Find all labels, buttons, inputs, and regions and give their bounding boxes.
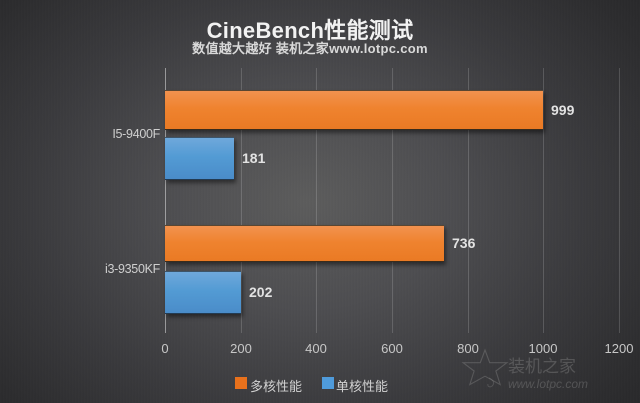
svg-text:www.lotpc.com: www.lotpc.com (508, 377, 588, 391)
svg-text:装机之家: 装机之家 (508, 357, 576, 376)
